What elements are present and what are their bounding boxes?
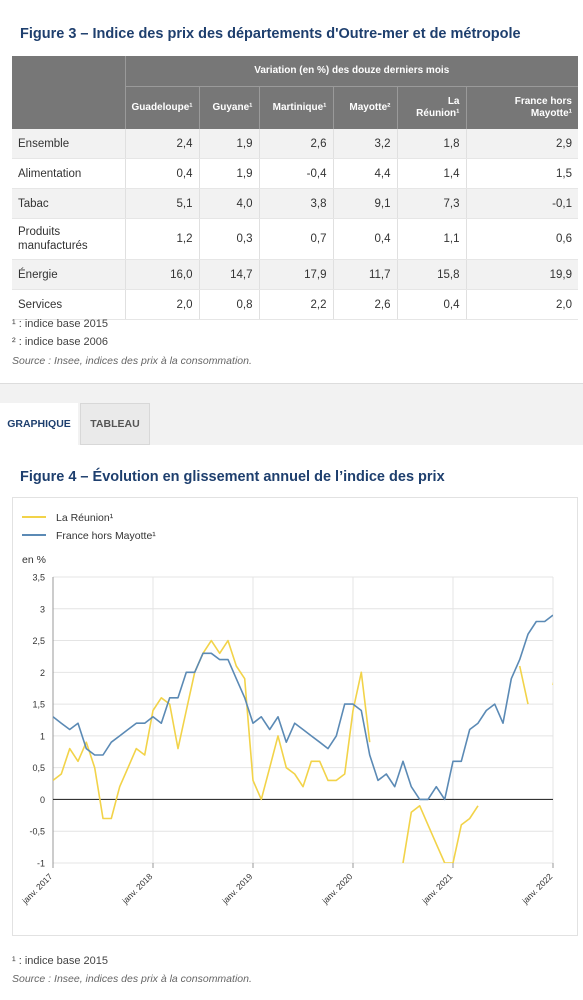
- divider: [0, 383, 583, 384]
- legend-label-reunion: La Réunion¹: [56, 512, 114, 524]
- table-cell: 2,0: [465, 289, 578, 320]
- table-cell: 0,7: [258, 218, 333, 260]
- table-cell: 3,8: [258, 188, 333, 219]
- table-cell: 2,4: [124, 129, 199, 159]
- column-header: Mayotte²: [332, 86, 397, 129]
- table-row: Produits manufacturés 1,2 0,3 0,7 0,4 1,1 0,6: [12, 218, 578, 260]
- table-cell: 2,0: [124, 289, 199, 320]
- table-cell: 16,0: [124, 259, 199, 290]
- table-cell: 2,6: [258, 129, 333, 159]
- table-row: Services 2,0 0,8 2,2 2,6 0,4 2,0: [12, 289, 578, 320]
- y-tick-label: 0: [40, 795, 45, 805]
- table-cell: 1,9: [198, 158, 259, 189]
- table-cell: 1,9: [198, 129, 259, 159]
- y-tick-label: 0,5: [32, 763, 45, 773]
- tab-tableau[interactable]: TABLEAU: [80, 403, 150, 445]
- table-cell: 5,1: [124, 188, 199, 219]
- column-header: Guadeloupe¹: [124, 86, 199, 129]
- table-cell: 4,0: [198, 188, 259, 219]
- table-cell: 4,4: [332, 158, 397, 189]
- y-axis-label: en %: [22, 554, 46, 566]
- table-corner: [12, 56, 125, 129]
- x-tick-label: janv. 2019: [219, 871, 254, 906]
- table-row: Tabac 5,1 4,0 3,8 9,1 7,3 -0,1: [12, 188, 578, 219]
- table-row: Ensemble 2,4 1,9 2,6 3,2 1,8 2,9: [12, 129, 578, 159]
- x-tick-label: janv. 2020: [319, 871, 354, 906]
- price-index-table: Variation (en %) des douze derniers mois…: [12, 56, 578, 320]
- chart-source: Source : Insee, indices des prix à la co…: [12, 973, 252, 985]
- y-tick-label: 2: [40, 668, 45, 678]
- y-tick-label: 1,5: [32, 700, 45, 710]
- table-row: Énergie 16,0 14,7 17,9 11,7 15,8 19,9: [12, 259, 578, 290]
- legend: La Réunion¹ France hors Mayotte¹: [22, 512, 156, 542]
- table-cell: 7,3: [396, 188, 466, 219]
- figure4-title: Figure 4 – Évolution en glissement annue…: [20, 469, 445, 485]
- footnote-2: ² : indice base 2006: [12, 336, 109, 348]
- x-tick-label: janv. 2017: [19, 871, 54, 906]
- group-header: Variation (en %) des douze derniers mois: [124, 56, 578, 87]
- price-line-chart: La Réunion¹ France hors Mayotte¹ en % -1…: [19, 512, 554, 906]
- y-tick-label: -0,5: [29, 827, 45, 837]
- table-cell: 1,2: [124, 218, 199, 260]
- row-label: Ensemble: [12, 129, 125, 159]
- table-cell: 15,8: [396, 259, 466, 290]
- row-label: Tabac: [12, 188, 125, 219]
- table-cell: 1,8: [396, 129, 466, 159]
- table-source: Source : Insee, indices des prix à la co…: [12, 355, 252, 367]
- column-header: Martinique¹: [258, 86, 333, 129]
- y-tick-label: 1: [40, 731, 45, 741]
- table-row: Alimentation 0,4 1,9 -0,4 4,4 1,4 1,5: [12, 158, 578, 189]
- x-tick-label: janv. 2022: [519, 871, 554, 906]
- table-cell: 11,7: [332, 259, 397, 290]
- table-cell: 0,8: [198, 289, 259, 320]
- table-cell: 0,4: [396, 289, 466, 320]
- table-cell: 14,7: [198, 259, 259, 290]
- tab-graphique[interactable]: GRAPHIQUE: [0, 403, 78, 445]
- table-cell: 2,9: [465, 129, 578, 159]
- y-tick-label: 3: [40, 604, 45, 614]
- y-tick-label: 3,5: [32, 573, 45, 583]
- table-cell: 1,5: [465, 158, 578, 189]
- y-tick-label: -1: [37, 859, 45, 869]
- column-header: France hors Mayotte¹: [465, 86, 578, 129]
- table-cell: 9,1: [332, 188, 397, 219]
- row-label: Produits manufacturés: [12, 218, 125, 260]
- table-cell: 0,4: [332, 218, 397, 260]
- column-header: Guyane¹: [198, 86, 259, 129]
- table-cell: 0,6: [465, 218, 578, 260]
- table-cell: -0,4: [258, 158, 333, 189]
- table-cell: 0,4: [124, 158, 199, 189]
- y-tick-label: 2,5: [32, 636, 45, 646]
- row-label: Énergie: [12, 259, 125, 290]
- chart-footnote: ¹ : indice base 2015: [12, 955, 109, 967]
- figure3-title: Figure 3 – Indice des prix des départeme…: [20, 26, 521, 42]
- legend-label-france: France hors Mayotte¹: [56, 530, 156, 542]
- row-label: Services: [12, 289, 125, 320]
- series-line-reunion: [53, 639, 553, 863]
- table-cell: 17,9: [258, 259, 333, 290]
- table-cell: 19,9: [465, 259, 578, 290]
- table-cell: 2,2: [258, 289, 333, 320]
- table-cell: 2,6: [332, 289, 397, 320]
- table-cell: -0,1: [465, 188, 578, 219]
- table-cell: 1,4: [396, 158, 466, 189]
- x-tick-label: janv. 2021: [419, 871, 454, 906]
- table-cell: 1,1: [396, 218, 466, 260]
- table-cell: 0,3: [198, 218, 259, 260]
- row-label: Alimentation: [12, 158, 125, 189]
- series-line-france: [53, 614, 553, 801]
- column-header: La Réunion¹: [396, 86, 466, 129]
- x-tick-label: janv. 2018: [119, 871, 154, 906]
- chart-frame: [12, 497, 578, 936]
- table-cell: 3,2: [332, 129, 397, 159]
- footnote-1: ¹ : indice base 2015: [12, 318, 109, 330]
